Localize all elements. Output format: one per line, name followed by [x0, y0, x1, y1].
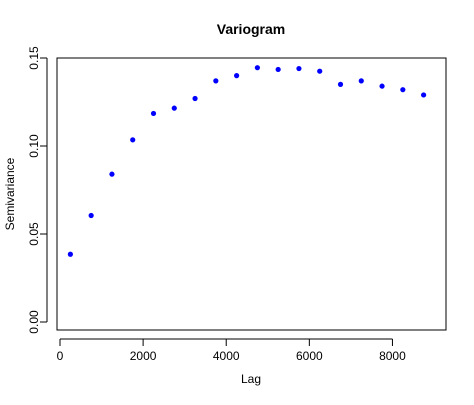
y-tick-label: 0.10 — [27, 134, 41, 158]
y-tick-label: 0.15 — [27, 46, 41, 70]
x-tick-label: 4000 — [213, 349, 240, 363]
data-point — [109, 171, 115, 177]
data-point — [234, 73, 240, 79]
y-tick-label: 0.00 — [27, 310, 41, 334]
data-point — [130, 137, 136, 143]
x-axis-label: Lag — [241, 372, 261, 386]
data-point — [421, 92, 427, 98]
data-point — [171, 105, 177, 111]
data-point — [192, 95, 198, 102]
y-axis: 0.00 0.05 0.10 0.15 — [27, 46, 48, 334]
data-points — [67, 65, 427, 257]
data-point — [67, 251, 73, 257]
y-axis-label: Semivariance — [3, 157, 17, 230]
data-point — [254, 65, 260, 71]
data-point — [317, 68, 323, 74]
chart-title: Variogram — [217, 21, 285, 37]
x-axis: 0 2000 4000 6000 8000 — [57, 338, 406, 363]
x-tick-label: 0 — [57, 349, 64, 363]
data-point — [379, 83, 385, 89]
x-tick-label: 8000 — [379, 349, 406, 363]
data-point — [88, 212, 94, 219]
y-tick-label: 0.05 — [27, 222, 41, 246]
plot-frame — [56, 57, 447, 331]
data-point — [213, 78, 219, 84]
x-tick-label: 6000 — [296, 349, 323, 363]
data-point — [358, 78, 364, 84]
data-point — [150, 110, 157, 117]
data-point — [296, 65, 302, 72]
data-point — [337, 81, 344, 87]
x-tick-label: 2000 — [130, 349, 157, 363]
data-point — [275, 66, 281, 73]
data-point — [400, 87, 406, 93]
